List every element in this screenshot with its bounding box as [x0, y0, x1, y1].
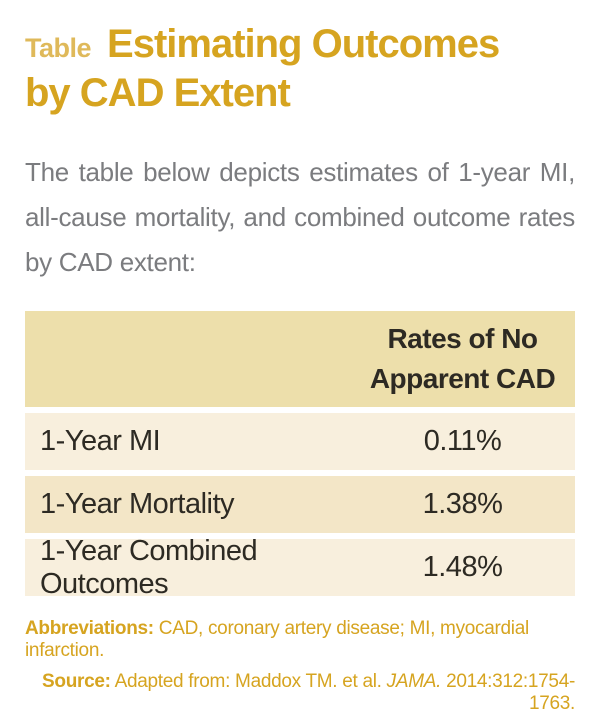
- title-kicker: Table: [25, 33, 92, 63]
- table-row: 1-Year MI 0.11%: [25, 413, 575, 470]
- source-prefix: Adapted from: Maddox TM. et al.: [110, 671, 387, 692]
- row-label: 1-Year MI: [40, 425, 161, 457]
- intro-paragraph: The table below depicts estimates of 1-y…: [25, 157, 575, 277]
- source-suffix: 2014:312:1754-1763.: [441, 671, 575, 714]
- table-row: 1-Year Combined Outcomes 1.48%: [25, 535, 575, 600]
- table-header-row: Rates of No Apparent CAD: [25, 311, 575, 407]
- source-label: Source:: [42, 671, 111, 692]
- abbreviations-label: Abbreviations:: [25, 618, 154, 639]
- source-note: Source: Adapted from: Maddox TM. et al. …: [25, 671, 575, 715]
- abbreviations-note: Abbreviations: CAD, coronary artery dise…: [25, 618, 575, 662]
- table-row: 1-Year Mortality 1.38%: [25, 476, 575, 533]
- row-label: 1-Year Combined Outcomes: [40, 534, 258, 600]
- row-value: 0.11%: [423, 425, 502, 457]
- abbreviations-text: CAD, coronary artery disease; MI, myocar…: [25, 618, 529, 661]
- row-value: 1.38%: [422, 488, 503, 520]
- row-value: 1.48%: [422, 551, 503, 583]
- source-journal: JAMA.: [386, 671, 442, 692]
- title-line1: Estimating Outcomes: [107, 22, 500, 66]
- outcomes-table: Rates of No Apparent CAD 1-Year MI 0.11%…: [25, 311, 575, 600]
- row-label: 1-Year Mortality: [40, 488, 235, 520]
- page: Table Estimating Outcomes by CAD Extent T…: [25, 22, 576, 714]
- column-header-rates: Rates of No Apparent CAD: [369, 323, 556, 394]
- title-line2: by CAD Extent: [25, 71, 291, 115]
- page-title: Table Estimating Outcomes by CAD Extent: [25, 22, 575, 116]
